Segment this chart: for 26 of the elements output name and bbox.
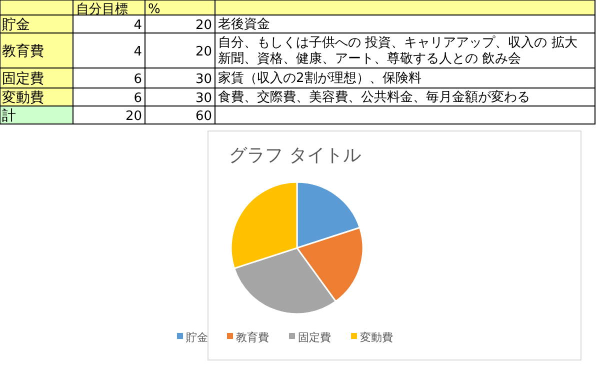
text: 60: [195, 109, 212, 124]
text: 4: [134, 44, 142, 60]
legend-label: 貯金: [186, 331, 208, 344]
category-label: %: [148, 2, 160, 17]
legend-label: 固定費: [298, 331, 331, 344]
text: 食費、交際費、美容費、公共料金、毎月金額が変わる: [218, 90, 530, 105]
text: 家賃（収入の2割が理想）、保険料: [218, 71, 422, 86]
text: 6: [134, 91, 142, 106]
text: 20: [195, 44, 212, 60]
chart-title: グラフ タイトル: [229, 145, 361, 166]
text: 老後資金: [218, 17, 270, 32]
category-label: 貯金: [2, 17, 30, 33]
text: 6: [134, 72, 142, 87]
category-label: 計: [2, 108, 16, 124]
text: 30: [195, 91, 212, 106]
text: 4: [134, 18, 142, 33]
category-label: 変動費: [2, 90, 44, 106]
legend-label: 変動費: [360, 331, 393, 344]
legend-label: 教育費: [236, 331, 269, 344]
text: 20: [125, 109, 142, 124]
category-label: 自分目標: [76, 2, 128, 17]
category-label: 教育費: [2, 44, 44, 60]
text: 30: [195, 72, 212, 87]
category-label: 固定費: [2, 71, 44, 87]
text: 自分、もしくは子供への 投資、キャリアアップ、収入の 拡大新聞、資格、健康、アート、尊敬する人との 飲み会: [218, 36, 578, 66]
text: 20: [195, 18, 212, 33]
